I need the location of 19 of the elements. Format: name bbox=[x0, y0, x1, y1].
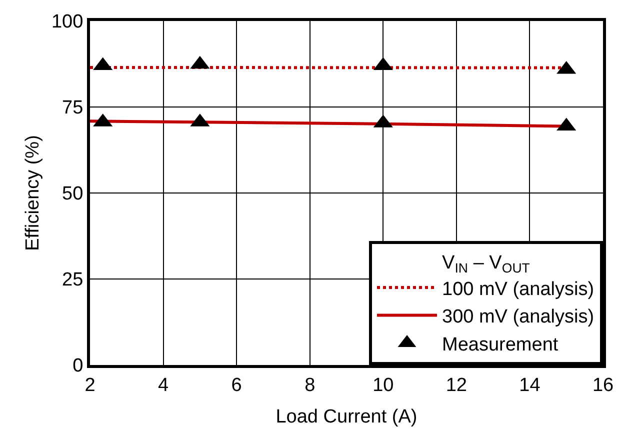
x-tick-label: 10 bbox=[372, 374, 394, 396]
y-tick-label: 50 bbox=[62, 184, 84, 205]
legend-title: V$_{IN}$ – V$_{OUT}$ bbox=[442, 252, 530, 276]
x-tick-label: 12 bbox=[446, 374, 467, 396]
x-tick-label: 6 bbox=[231, 374, 242, 396]
y-tick-label: 100 bbox=[51, 12, 84, 33]
legend-label: 100 mV (analysis) bbox=[442, 278, 594, 300]
x-tick-label: 14 bbox=[519, 374, 541, 396]
x-tick-label: 8 bbox=[304, 374, 316, 396]
x-axis-title: Load Current (A) bbox=[276, 406, 418, 428]
y-tick-label: 25 bbox=[62, 270, 84, 291]
x-tick-label: 16 bbox=[592, 374, 614, 396]
x-tick-label: 4 bbox=[158, 374, 169, 396]
legend-label: 300 mV (analysis) bbox=[442, 306, 594, 328]
y-tick-label: 0 bbox=[72, 356, 84, 377]
x-tick-label: 2 bbox=[84, 374, 96, 396]
y-tick-label: 75 bbox=[62, 98, 84, 119]
legend-label: Measurement bbox=[442, 334, 559, 356]
y-axis-title: Efficiency (%) bbox=[22, 135, 44, 251]
